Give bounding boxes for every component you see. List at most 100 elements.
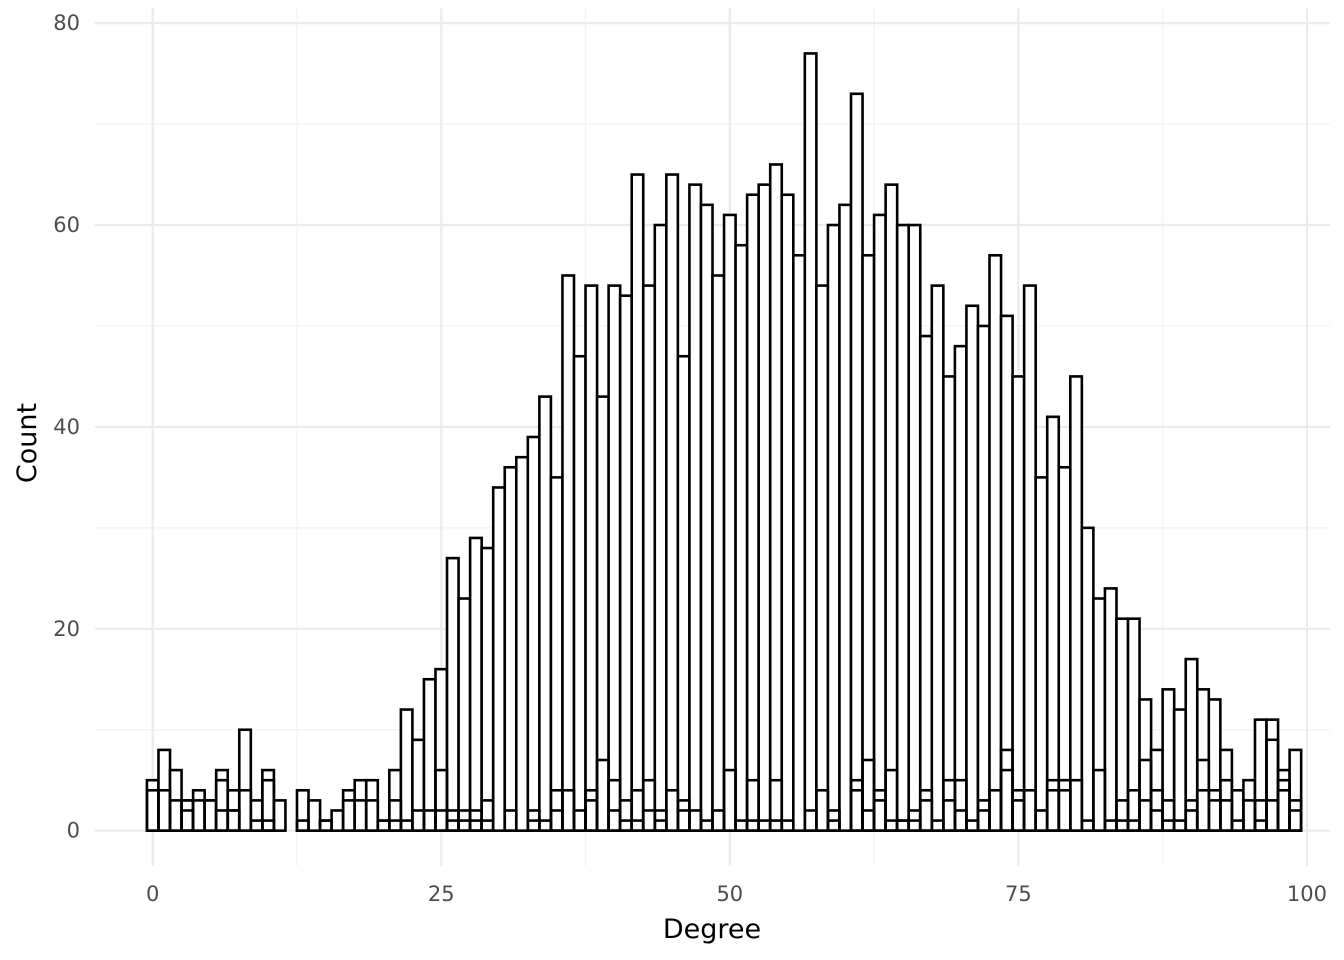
histogram-bar bbox=[295, 788, 310, 832]
histogram-bar bbox=[1045, 415, 1061, 832]
histogram-bar bbox=[145, 778, 160, 832]
histogram-bar bbox=[676, 809, 691, 832]
histogram-bar bbox=[572, 354, 587, 832]
histogram-bar bbox=[768, 163, 784, 832]
histogram-bar bbox=[226, 809, 241, 832]
histogram-bar bbox=[965, 304, 980, 832]
x-tick-label: 0 bbox=[146, 882, 159, 906]
histogram-bar bbox=[1011, 799, 1026, 832]
histogram-bar bbox=[838, 203, 853, 832]
histogram-bar bbox=[676, 354, 691, 832]
histogram-bar bbox=[1288, 809, 1303, 832]
histogram-bar bbox=[526, 819, 541, 832]
histogram-bar bbox=[953, 344, 968, 832]
histogram-bar bbox=[872, 799, 887, 832]
histogram-bar bbox=[665, 173, 680, 832]
histogram-bar bbox=[699, 203, 714, 832]
histogram-bars bbox=[145, 52, 1303, 832]
histogram-bar bbox=[826, 223, 841, 832]
histogram-bar bbox=[861, 254, 876, 832]
histogram-bar bbox=[745, 819, 760, 832]
histogram-bar bbox=[653, 223, 668, 832]
y-axis-title: Count bbox=[12, 403, 43, 483]
histogram-bar bbox=[203, 799, 218, 832]
histogram-bar bbox=[445, 556, 460, 832]
bar-series-3 bbox=[180, 768, 1303, 832]
histogram-bar bbox=[895, 223, 911, 832]
histogram-bar bbox=[1080, 819, 1095, 832]
histogram-bar bbox=[388, 819, 403, 832]
histogram-bar bbox=[884, 183, 899, 832]
histogram-bar bbox=[1288, 748, 1303, 832]
histogram-bar bbox=[318, 819, 333, 832]
histogram-bar bbox=[1057, 465, 1072, 832]
histogram-bar bbox=[942, 375, 957, 832]
histogram-bar bbox=[584, 284, 599, 832]
histogram-bar bbox=[595, 395, 610, 832]
histogram-bar bbox=[722, 768, 737, 832]
histogram-bar bbox=[1253, 718, 1268, 832]
histogram-bar bbox=[780, 193, 795, 832]
histogram-bar bbox=[191, 788, 206, 832]
histogram-bar bbox=[341, 788, 356, 832]
histogram-bar bbox=[1126, 617, 1141, 832]
x-tick-label: 100 bbox=[1287, 882, 1327, 906]
histogram-bar bbox=[180, 799, 195, 832]
histogram-bar bbox=[364, 799, 380, 832]
histogram-bar bbox=[722, 213, 737, 832]
x-tick-label: 75 bbox=[1005, 882, 1032, 906]
histogram-bar bbox=[272, 799, 287, 832]
histogram-bar bbox=[1115, 617, 1130, 832]
histogram-bar bbox=[630, 173, 645, 832]
y-tick-label: 40 bbox=[53, 415, 80, 439]
histogram-bar bbox=[561, 274, 576, 832]
histogram-bar bbox=[976, 809, 991, 832]
histogram-bar bbox=[491, 486, 507, 832]
histogram-bar bbox=[1161, 819, 1176, 832]
histogram-bar bbox=[1011, 375, 1026, 832]
histogram-bar bbox=[526, 435, 541, 832]
histogram-bar bbox=[330, 809, 345, 832]
histogram-bar bbox=[768, 819, 784, 832]
histogram-bar bbox=[307, 799, 322, 832]
histogram-bar bbox=[1184, 657, 1199, 832]
histogram-bar bbox=[514, 455, 530, 832]
histogram-bar bbox=[457, 597, 472, 832]
y-tick-label: 80 bbox=[53, 11, 80, 35]
histogram-bar bbox=[249, 799, 264, 832]
histogram-bar bbox=[434, 667, 449, 832]
histogram-bar bbox=[480, 546, 495, 832]
histogram-bar bbox=[237, 728, 253, 832]
y-tick-label: 20 bbox=[53, 617, 80, 641]
histogram-bar bbox=[468, 536, 483, 832]
histogram-bar bbox=[976, 324, 991, 832]
histogram-bar bbox=[734, 243, 749, 832]
y-tick-labels: 0 20 40 60 80 bbox=[53, 11, 80, 843]
histogram-bar bbox=[503, 809, 518, 832]
histogram-bar bbox=[803, 52, 818, 832]
histogram-bar bbox=[1207, 698, 1222, 832]
histogram-bar bbox=[1022, 284, 1037, 832]
histogram-bar bbox=[1219, 799, 1234, 832]
histogram-bar bbox=[422, 677, 437, 832]
y-tick-label: 60 bbox=[53, 213, 80, 237]
histogram-bar bbox=[918, 799, 934, 832]
histogram-bar bbox=[353, 778, 368, 832]
histogram-bar bbox=[745, 193, 760, 832]
histogram-bar bbox=[1230, 788, 1245, 832]
histogram-bar bbox=[1265, 718, 1280, 832]
bar-series-1 bbox=[145, 52, 1303, 832]
histogram-bar bbox=[1080, 526, 1095, 832]
histogram-bar bbox=[872, 213, 887, 832]
histogram-bar bbox=[1103, 587, 1118, 832]
histogram-bar bbox=[261, 819, 276, 832]
histogram-bar bbox=[918, 334, 934, 832]
histogram-bar bbox=[791, 254, 807, 832]
histogram-bar bbox=[641, 284, 657, 832]
histogram-bar bbox=[1138, 698, 1153, 832]
x-tick-label: 25 bbox=[428, 882, 455, 906]
histogram-bar bbox=[711, 274, 726, 832]
histogram-bar bbox=[930, 284, 945, 832]
y-tick-label: 0 bbox=[67, 819, 80, 843]
